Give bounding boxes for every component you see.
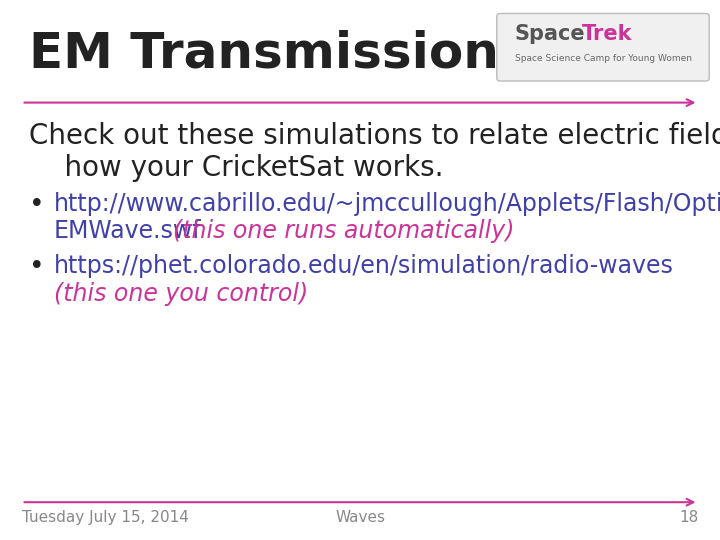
Text: http://www.cabrillo.edu/~jmccullough/Applets/Flash/Optics/: http://www.cabrillo.edu/~jmccullough/App… (54, 192, 720, 215)
Text: •: • (29, 254, 45, 280)
Text: Tuesday July 15, 2014: Tuesday July 15, 2014 (22, 510, 189, 525)
Text: (this one runs automatically): (this one runs automatically) (158, 219, 515, 242)
Text: EMWave.swf: EMWave.swf (54, 219, 202, 242)
Text: Space Science Camp for Young Women: Space Science Camp for Young Women (515, 54, 692, 63)
Text: 18: 18 (679, 510, 698, 525)
Text: Space: Space (515, 24, 585, 44)
Text: Trek: Trek (582, 24, 632, 44)
Text: how your CricketSat works.: how your CricketSat works. (29, 154, 444, 182)
Text: Check out these simulations to relate electric fields to: Check out these simulations to relate el… (29, 122, 720, 150)
Text: EM Transmission: EM Transmission (29, 30, 499, 78)
Text: https://phet.colorado.edu/en/simulation/radio-waves: https://phet.colorado.edu/en/simulation/… (54, 254, 674, 278)
FancyBboxPatch shape (497, 14, 709, 81)
Text: •: • (29, 192, 45, 218)
Text: (this one you control): (this one you control) (54, 282, 308, 306)
Text: Waves: Waves (335, 510, 385, 525)
